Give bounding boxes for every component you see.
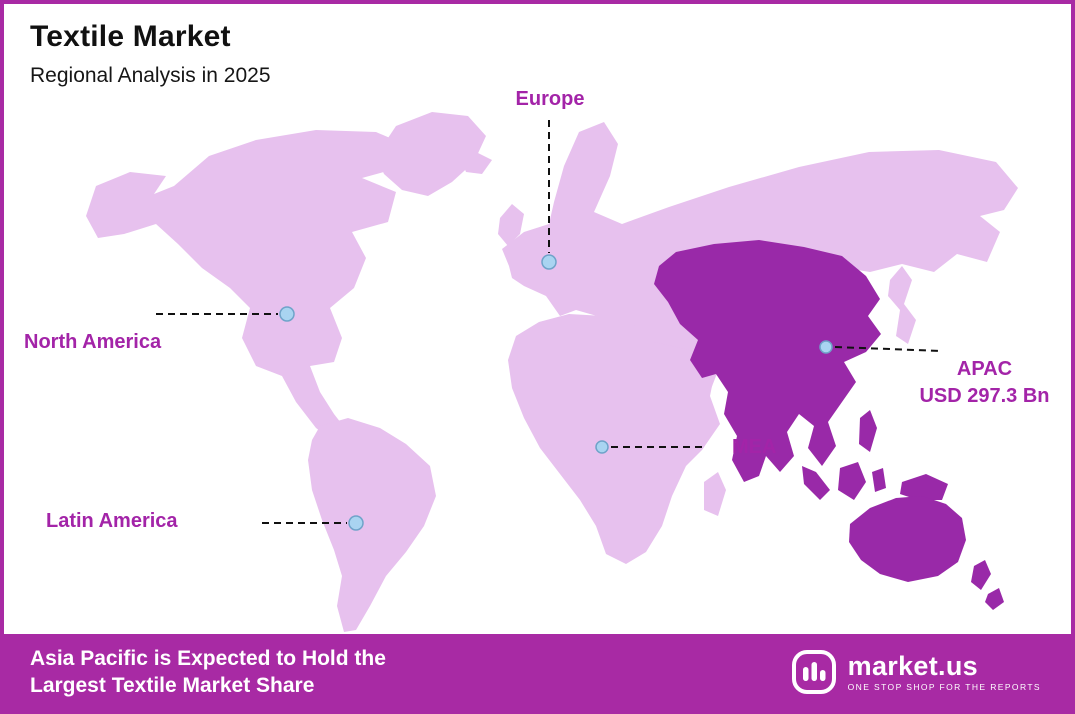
region-apac bbox=[654, 240, 881, 482]
region-north-america bbox=[86, 130, 404, 442]
label-apac-value: USD 297.3 Bn bbox=[919, 385, 1050, 407]
region-africa bbox=[508, 314, 720, 564]
region-iceland bbox=[462, 152, 492, 174]
marker-apac bbox=[819, 340, 833, 354]
marketus-logo-icon bbox=[791, 650, 836, 694]
marker-europe bbox=[541, 254, 557, 270]
region-borneo bbox=[838, 462, 866, 500]
region-sumatra bbox=[802, 466, 830, 500]
region-japan bbox=[888, 266, 916, 344]
page-title: Textile Market bbox=[30, 20, 231, 53]
marker-latin-america bbox=[348, 515, 364, 531]
marketus-logo: market.us ONE STOP SHOP FOR THE REPORTS bbox=[791, 649, 1041, 695]
banner-headline-line1: Asia Pacific is Expected to Hold the bbox=[30, 647, 386, 670]
label-latin-america: Latin America bbox=[46, 510, 178, 532]
marker-north-america bbox=[279, 306, 295, 322]
region-new-zealand-north bbox=[971, 560, 991, 590]
region-new-guinea bbox=[900, 474, 948, 500]
label-north-america: North America bbox=[24, 331, 162, 353]
logo-text-block: market.us ONE STOP SHOP FOR THE REPORTS bbox=[848, 652, 1041, 692]
banner-headline-line2: Largest Textile Market Share bbox=[30, 674, 315, 697]
region-australia bbox=[849, 496, 966, 582]
region-uk bbox=[498, 204, 524, 246]
region-madagascar bbox=[704, 472, 726, 516]
label-europe: Europe bbox=[515, 88, 585, 110]
label-apac: APAC USD 297.3 Bn bbox=[902, 356, 1067, 410]
region-south-america bbox=[308, 418, 436, 632]
bottom-banner: Asia Pacific is Expected to Hold the Lar… bbox=[4, 634, 1071, 710]
leader-line-apac bbox=[834, 346, 943, 352]
region-new-zealand-south bbox=[985, 588, 1004, 610]
banner-headline: Asia Pacific is Expected to Hold the Lar… bbox=[30, 645, 386, 699]
label-apac-name: APAC bbox=[956, 358, 1013, 380]
label-mea: MEA bbox=[732, 436, 777, 458]
logo-tagline: ONE STOP SHOP FOR THE REPORTS bbox=[847, 682, 1041, 692]
region-greenland bbox=[376, 112, 486, 196]
world-map bbox=[86, 112, 1018, 632]
page-subtitle: Regional Analysis in 2025 bbox=[30, 64, 271, 87]
marker-mea bbox=[595, 440, 609, 454]
region-sulawesi bbox=[872, 468, 886, 492]
logo-name: market.us bbox=[847, 651, 978, 681]
region-philippines bbox=[859, 410, 877, 452]
